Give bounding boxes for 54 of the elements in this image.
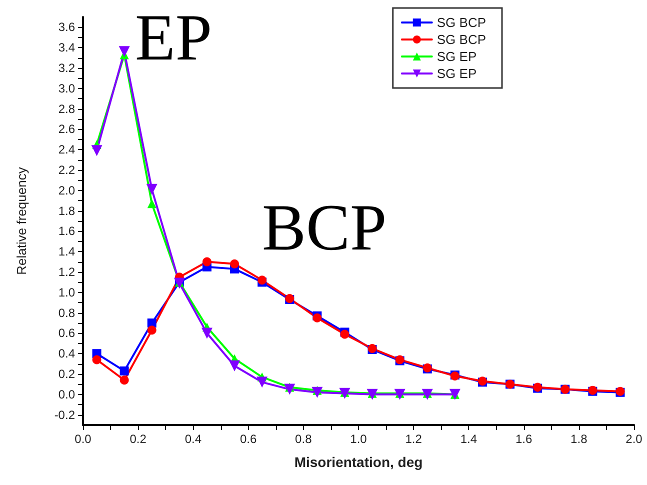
point	[147, 326, 156, 335]
x-tick-label: 0.6	[240, 432, 257, 446]
legend-label: SG BCP	[436, 15, 486, 30]
legend-label: SG EP	[436, 66, 477, 81]
point	[202, 257, 212, 266]
x-tick-label: 0.8	[295, 432, 312, 446]
point	[201, 328, 212, 339]
point	[120, 376, 129, 385]
legend-label: SG BCP	[436, 32, 486, 47]
y-tick-label: 2.8	[58, 102, 76, 116]
x-tick-label: 1.2	[405, 432, 422, 446]
x-tick-label: 1.6	[515, 432, 532, 446]
point	[118, 46, 130, 58]
x-tick-label: 1.4	[460, 432, 478, 446]
point	[147, 199, 156, 208]
point	[230, 259, 240, 268]
point	[120, 366, 129, 376]
x-tick-label: 0.0	[74, 432, 92, 446]
x-tick-label: 2.0	[626, 432, 643, 446]
point	[312, 386, 323, 398]
x-tick-label: 1.8	[570, 432, 588, 446]
y-tick-label: 2.0	[58, 183, 76, 198]
y-tick-label: 0.6	[58, 326, 76, 340]
y-tick-label: 1.6	[58, 224, 76, 238]
annotation: EP	[135, 2, 212, 74]
y-tick-label: 3.2	[58, 61, 76, 75]
y-tick-label: 0.2	[58, 367, 76, 381]
point	[91, 145, 102, 156]
y-tick-label: 0.8	[58, 306, 76, 320]
y-tick-label: 1.0	[58, 285, 76, 300]
y-tick-label: 3.0	[58, 81, 76, 96]
x-tick-label: 0.2	[130, 432, 147, 446]
x-tick-label: 1.0	[350, 432, 368, 446]
x-axis-title: Misorientation, deg	[294, 454, 423, 470]
y-tick-label: 1.8	[58, 204, 76, 218]
legend-label: SG EP	[436, 49, 477, 64]
y-tick-label: 3.6	[58, 20, 76, 34]
y-tick-label: 1.2	[58, 265, 76, 279]
y-tick-label: 1.4	[58, 244, 76, 259]
point	[92, 355, 102, 364]
y-tick-label: 0.4	[58, 346, 76, 361]
x-tick-label: 0.4	[184, 432, 202, 446]
y-tick-label: 2.4	[58, 142, 76, 157]
y-tick-label: 3.4	[58, 40, 76, 55]
y-tick-label: 2.6	[58, 122, 76, 136]
y-tick-label: -0.2	[54, 408, 76, 422]
point	[256, 376, 268, 388]
y-tick-label: 2.2	[58, 163, 76, 177]
y-tick-label: 0.0	[58, 387, 76, 402]
point	[229, 360, 240, 372]
annotation: BCP	[262, 192, 387, 264]
point	[284, 384, 296, 395]
y-axis-title: Relative frequency	[14, 166, 29, 275]
point	[146, 184, 158, 195]
